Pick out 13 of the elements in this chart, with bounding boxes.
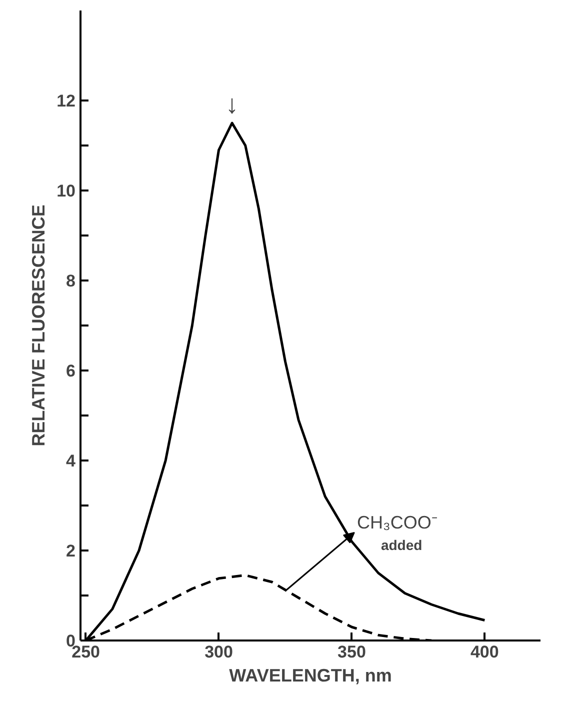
y-tick-label: 2 (66, 542, 76, 560)
y-tick-label: 8 (66, 272, 76, 290)
y-tick-label: 12 (56, 92, 76, 110)
y-tick-label: 6 (66, 362, 76, 380)
annotation: ↓ (226, 89, 239, 119)
x-tick-label: 400 (470, 642, 499, 662)
y-tick-label: 10 (56, 182, 76, 200)
x-axis-title: WAVELENGTH, nm (229, 666, 392, 686)
y-tick-label: 4 (66, 452, 76, 470)
annotation: CH₃COO⁻ added (357, 512, 438, 553)
y-axis-title: RELATIVE FLUORESCENCE (28, 204, 49, 446)
x-tick-label: 350 (338, 642, 366, 662)
x-tick-label: 300 (204, 642, 233, 662)
